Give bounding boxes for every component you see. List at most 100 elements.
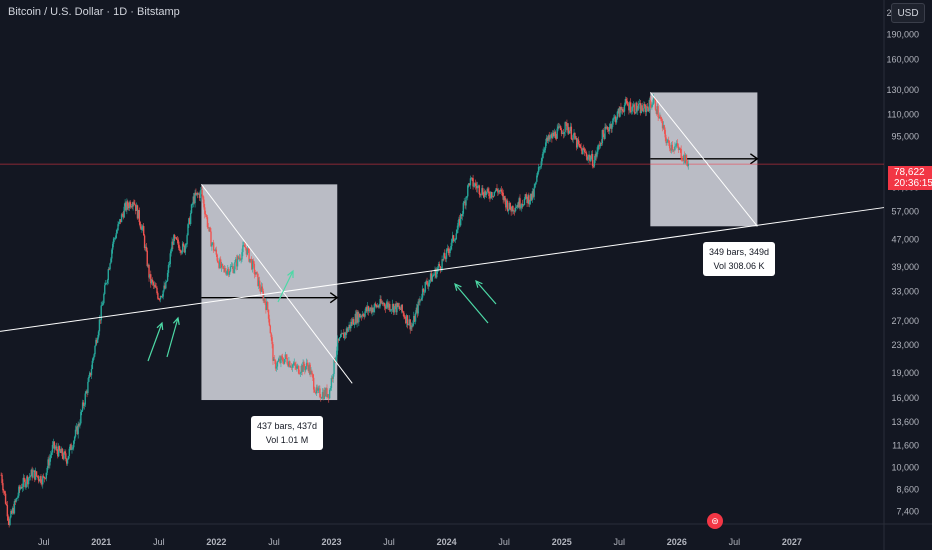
candle-body: [659, 116, 661, 119]
candle-body: [255, 272, 257, 275]
candle-body: [258, 280, 261, 289]
candle-body: [182, 243, 185, 246]
candle-body: [548, 135, 550, 140]
candle-body: [215, 249, 218, 255]
candle-body: [438, 264, 441, 267]
currency-button[interactable]: USD: [891, 3, 925, 23]
candle-body: [524, 194, 527, 199]
candle-body: [78, 424, 80, 426]
candle-body: [212, 242, 214, 244]
candle-body: [261, 286, 264, 292]
y-tick-label: 95,000: [891, 131, 919, 141]
candle-body: [376, 305, 379, 308]
candle-body: [271, 337, 273, 345]
candle-body: [544, 148, 546, 151]
candle-body: [369, 307, 372, 310]
candle-body: [67, 456, 70, 460]
candle-body: [214, 249, 217, 251]
measure-arrow-head: [329, 292, 339, 304]
annotation-arrow: [277, 270, 294, 303]
x-tick-label: Jul: [268, 537, 280, 547]
candle-body: [94, 346, 96, 355]
candle-body: [27, 478, 30, 485]
candle-body: [446, 248, 449, 250]
candle-body: [172, 241, 174, 245]
candle-body: [2, 483, 4, 491]
candle-body: [517, 204, 519, 208]
symbol-title[interactable]: Bitcoin / U.S. Dollar · 1D · Bitstamp: [8, 6, 180, 18]
candle-body: [404, 317, 406, 319]
candle-body: [408, 319, 411, 325]
candle-body: [523, 198, 526, 205]
candle-body: [400, 304, 403, 310]
candle-body: [442, 259, 444, 261]
candle-body: [569, 126, 572, 132]
candle-body: [328, 389, 331, 399]
candle-body: [253, 263, 256, 274]
trend-line: [0, 207, 885, 332]
x-tick-label: 2022: [206, 537, 226, 547]
candle-body: [497, 190, 499, 193]
annotation-arrow: [166, 317, 179, 358]
candle-body: [652, 103, 654, 106]
candle-body: [399, 309, 402, 310]
candle-body: [55, 446, 57, 449]
candle-body: [682, 159, 684, 161]
candle-body: [150, 279, 153, 284]
candle-body: [358, 313, 360, 323]
candle-body: [80, 412, 82, 424]
candle-body: [634, 112, 636, 114]
candle-body: [371, 307, 373, 313]
x-tick-label: 2027: [782, 537, 802, 547]
candle-body: [466, 196, 468, 198]
candle-body: [405, 315, 408, 324]
candle-body: [205, 215, 208, 218]
candle-body: [395, 303, 397, 313]
candle-body: [490, 191, 493, 197]
candle-body: [504, 196, 506, 201]
candle-body: [351, 321, 353, 325]
candle-body: [186, 235, 188, 245]
measure-info-box-2: 349 bars, 349d Vol 308.06 K: [703, 242, 776, 276]
candle-body: [615, 118, 618, 123]
candle-body: [243, 245, 245, 246]
candle-body: [65, 458, 68, 464]
candle-body: [592, 166, 595, 167]
tradingview-logo-icon[interactable]: ⊜: [707, 513, 723, 529]
candle-body: [232, 266, 234, 274]
candle-body: [16, 497, 18, 499]
candle-body: [69, 444, 71, 449]
candle-body: [14, 501, 17, 502]
candle-body: [373, 308, 375, 313]
candle-body: [92, 357, 94, 361]
candle-body: [278, 358, 280, 361]
candle-body: [90, 368, 93, 376]
x-tick-label: Jul: [153, 537, 165, 547]
candle-body: [13, 501, 16, 514]
candle-body: [338, 337, 341, 341]
candle-body: [484, 191, 487, 196]
candle-body: [580, 147, 582, 149]
candle-body: [113, 238, 116, 240]
candle-body: [199, 190, 202, 199]
candle-body: [63, 451, 65, 459]
candle-body: [430, 273, 433, 282]
candle-body: [27, 476, 29, 485]
annotation-arrow-head: [454, 282, 462, 291]
candle-body: [123, 206, 125, 218]
candle-body: [131, 206, 133, 208]
candle-body: [166, 280, 168, 282]
candle-body: [281, 356, 283, 358]
candle-body: [15, 498, 17, 502]
candle-body: [227, 268, 229, 272]
candle-body: [140, 226, 142, 230]
candle-body: [468, 183, 471, 186]
candle-body: [3, 491, 6, 494]
candle-body: [329, 387, 332, 390]
y-tick-label: 23,000: [891, 340, 919, 350]
candle-body: [560, 126, 562, 131]
candle-body: [246, 248, 248, 255]
candle-body: [290, 366, 293, 368]
candle-body: [603, 134, 605, 139]
